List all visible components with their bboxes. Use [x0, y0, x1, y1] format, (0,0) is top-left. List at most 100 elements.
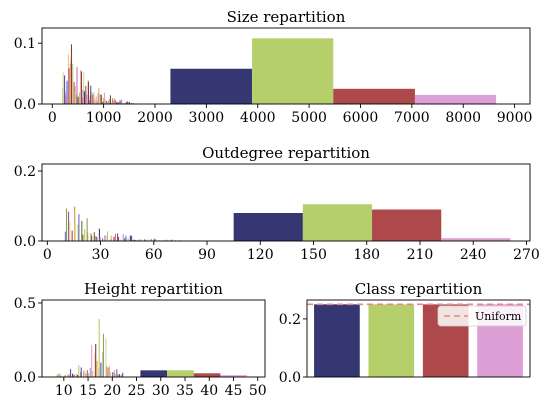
distribution-bar — [145, 239, 147, 241]
distribution-bar — [68, 374, 70, 377]
distribution-bar — [88, 100, 90, 104]
distribution-bar — [109, 100, 111, 104]
distribution-bar — [90, 233, 92, 241]
summary-bar — [441, 238, 511, 241]
x-tick-label: 8000 — [445, 110, 481, 126]
distribution-bar — [127, 102, 130, 104]
distribution-bar — [114, 100, 116, 104]
distribution-bar — [171, 239, 173, 241]
distribution-bar — [175, 240, 177, 241]
distribution-bar — [120, 239, 122, 241]
x-tick-label: 240 — [460, 247, 487, 263]
distribution-bar — [110, 102, 113, 104]
distribution-bar — [84, 229, 86, 241]
x-tick-label: 40 — [200, 383, 218, 399]
distribution-bar — [80, 367, 82, 377]
x-tick-label: 0 — [43, 247, 52, 263]
distribution-bar — [103, 101, 105, 104]
distribution-bar — [96, 360, 98, 377]
distribution-bar — [86, 370, 88, 377]
distribution-bar — [102, 97, 104, 104]
distribution-bar — [66, 81, 68, 104]
distribution-bar — [135, 240, 137, 241]
distribution-bar — [105, 235, 107, 241]
distribution-bar — [91, 92, 93, 104]
distribution-bar — [74, 221, 76, 241]
distribution-bar — [72, 374, 74, 377]
distribution-bar — [116, 102, 119, 104]
distribution-bar — [118, 374, 121, 377]
distribution-bar — [68, 211, 70, 241]
distribution-bar — [80, 71, 82, 104]
distribution-bar — [62, 72, 64, 104]
distribution-bar — [126, 102, 128, 104]
x-tick-label: 90 — [198, 247, 216, 263]
distribution-bar — [105, 338, 107, 377]
summary-bar — [167, 370, 194, 377]
size-panel: Size repartition 0 1000 2000 3000 4000 5000 600… — [14, 8, 533, 126]
y-tick-label: 0.5 — [14, 296, 36, 312]
distribution-bar — [108, 99, 110, 104]
distribution-bar — [83, 91, 86, 104]
chart-title: Outdegree repartition — [202, 144, 370, 162]
distribution-bar — [116, 369, 118, 377]
distribution-bar — [73, 81, 75, 104]
distribution-bar — [92, 371, 94, 377]
distribution-bar — [91, 345, 93, 377]
x-tick-label: 25 — [128, 383, 146, 399]
distribution-bar — [138, 239, 140, 241]
distribution-bar — [65, 94, 67, 104]
distribution-bar — [61, 375, 63, 377]
distribution-bar — [125, 101, 127, 104]
summary-bar — [220, 375, 248, 377]
distribution-bar — [141, 239, 143, 241]
distribution-bar — [102, 333, 105, 377]
x-tick-label: 30 — [92, 247, 110, 263]
summary-bar — [193, 373, 221, 377]
class-bar — [314, 304, 360, 377]
distribution-bar — [106, 366, 108, 377]
distribution-bar — [106, 231, 109, 241]
distribution-bar — [108, 366, 110, 377]
distribution-bar — [87, 81, 90, 104]
distribution-bar — [144, 239, 146, 241]
legend: Uniform — [437, 305, 527, 327]
distribution-bar — [98, 228, 100, 241]
summary-bar — [140, 370, 168, 377]
distribution-bar — [130, 103, 132, 104]
distribution-bar — [104, 235, 106, 241]
legend-box — [437, 305, 527, 327]
distribution-bar — [165, 239, 168, 241]
x-tick-label: 120 — [247, 247, 274, 263]
distribution-bar — [94, 100, 96, 104]
distribution-bar — [167, 239, 169, 241]
distribution-bar — [107, 101, 109, 104]
distribution-bar — [70, 44, 73, 104]
distribution-bar — [84, 370, 86, 377]
distribution-bar — [93, 99, 95, 104]
x-tick-label: 10 — [55, 383, 73, 399]
distribution-bar — [109, 95, 111, 104]
distribution-bar — [132, 102, 134, 104]
distribution-bar — [128, 102, 131, 104]
summary-bar — [414, 94, 497, 104]
distribution-bar — [109, 371, 112, 377]
x-tick-label: 1000 — [86, 110, 122, 126]
chart-title: Size repartition — [227, 8, 346, 26]
distribution-bar — [57, 373, 59, 377]
distribution-bar — [119, 100, 121, 104]
distribution-bar — [118, 101, 120, 104]
y-tick-label: 0.2 — [279, 312, 301, 328]
x-tick-label: 270 — [513, 247, 540, 263]
distribution-bar — [96, 101, 99, 104]
distribution-bar — [114, 233, 117, 241]
x-tick-label: 150 — [300, 247, 327, 263]
distribution-bar — [155, 239, 157, 241]
distribution-bar — [152, 239, 155, 241]
distribution-bar — [69, 369, 72, 377]
distribution-bar — [76, 66, 78, 104]
distribution-bar — [124, 238, 126, 241]
distribution-bar — [64, 75, 66, 104]
distribution-bar — [73, 374, 75, 377]
x-tick-label: 180 — [353, 247, 380, 263]
